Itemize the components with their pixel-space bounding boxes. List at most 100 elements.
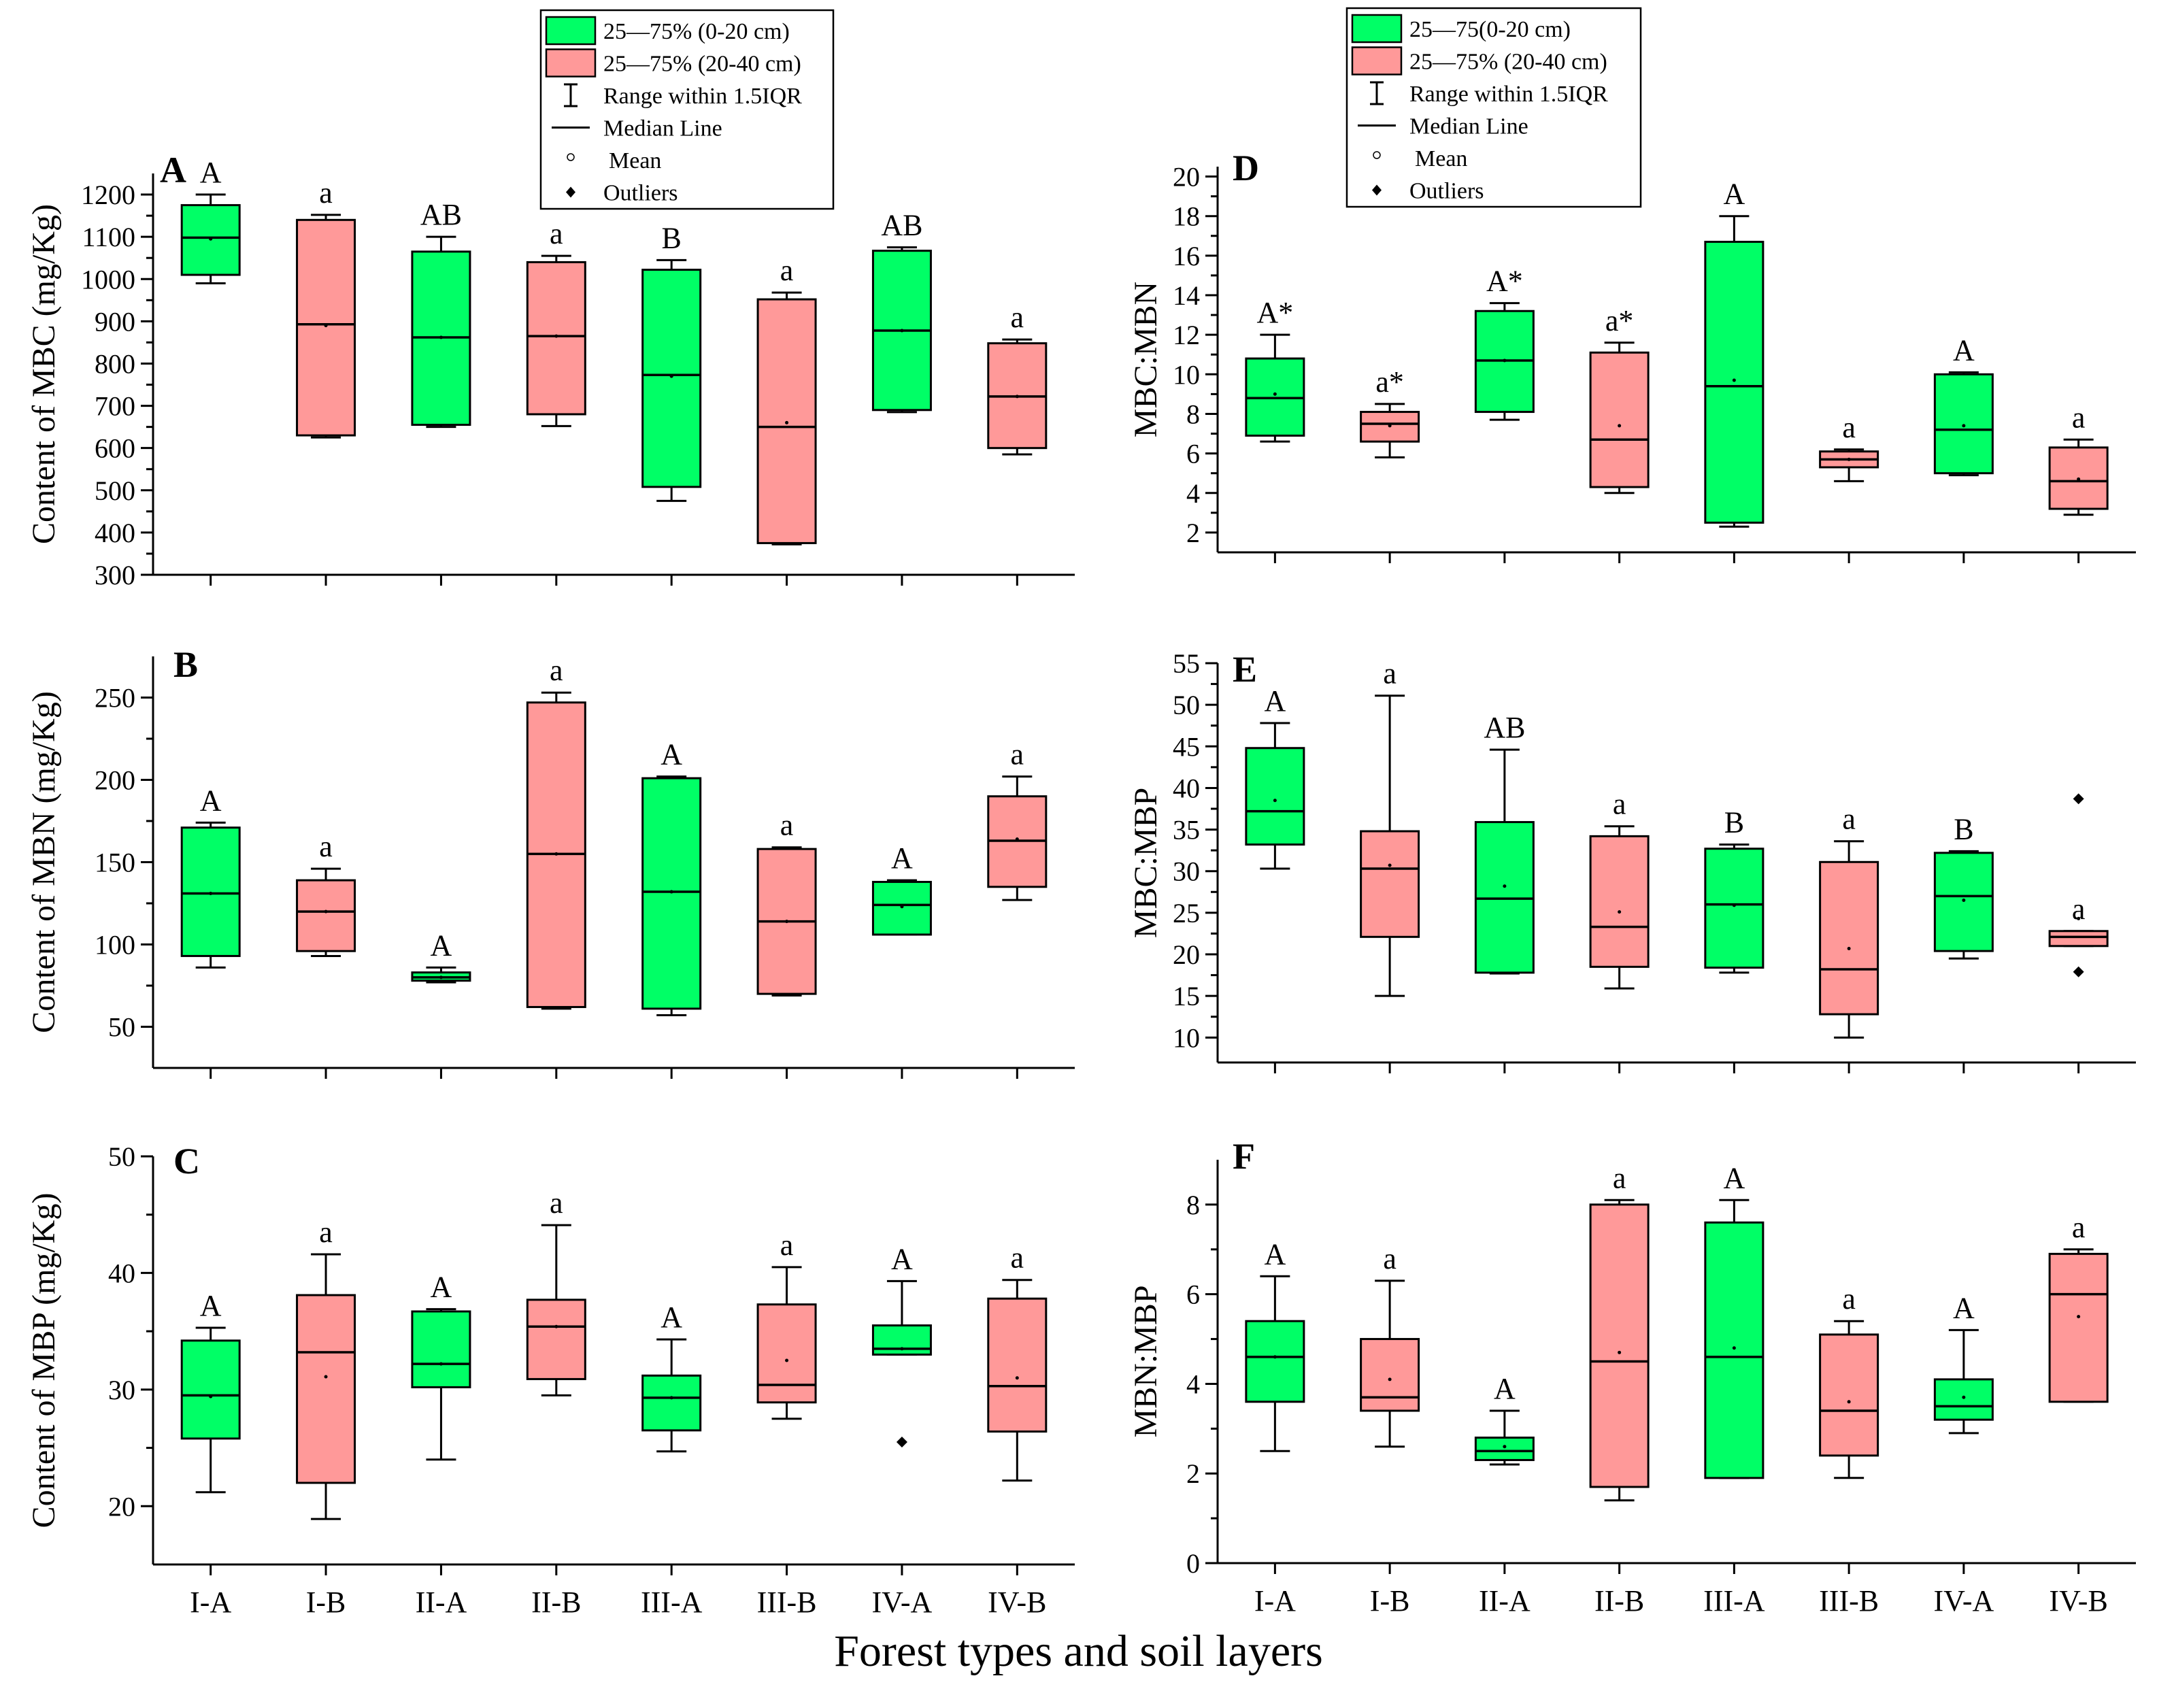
significance-letter: a <box>1011 301 1024 334</box>
significance-letter: AB <box>1484 711 1525 744</box>
iqr-box <box>1704 848 1765 969</box>
box-iv-a: B <box>1933 812 1994 960</box>
significance-letter: a <box>550 217 563 250</box>
box-iii-a: A <box>1704 1161 1765 1479</box>
panel-d: 2 4 6 8 10 12 14 16 18 20 MBC:MBN D A* a* A* a* Aa Aa <box>1128 148 2136 563</box>
x-tick-label: IV-B <box>988 1586 1046 1619</box>
iqr-box <box>1819 860 1879 1016</box>
significance-letter: A <box>431 928 452 962</box>
significance-letter: a <box>1613 788 1626 821</box>
significance-letter: A <box>661 738 682 771</box>
mean-marker <box>1847 1400 1851 1404</box>
iqr-box <box>1704 240 1765 524</box>
iqr-box <box>641 269 702 488</box>
mean-marker <box>785 920 789 924</box>
box-iii-a: A <box>1704 178 1765 528</box>
y-tick-label: 18 <box>1173 201 1200 232</box>
mean-marker <box>1962 424 1966 428</box>
significance-letter: A <box>1953 333 1975 367</box>
significance-letter: AB <box>881 209 922 242</box>
y-tick-label: 900 <box>95 306 135 337</box>
mean-marker <box>2077 916 2081 920</box>
mean-marker <box>324 324 328 328</box>
x-tick-label: I-A <box>1254 1584 1296 1618</box>
legend-label: 25—75(0-20 cm) <box>1409 17 1571 42</box>
mean-marker <box>1618 910 1622 914</box>
x-tick-label: II-A <box>416 1586 467 1619</box>
box-ii-b: a* <box>1589 304 1650 495</box>
y-tick-label: 800 <box>95 348 135 379</box>
significance-letter: a <box>1842 411 1856 444</box>
box-ii-b: a <box>526 217 586 427</box>
iqr-box <box>1245 1320 1305 1403</box>
mean-marker <box>1388 424 1392 428</box>
significance-letter: A <box>200 784 222 817</box>
y-tick-label: 300 <box>95 560 135 590</box>
y-tick-label: 40 <box>108 1258 135 1288</box>
box-iii-a: B <box>1704 806 1765 974</box>
panel-c: 20 30 40 50 Content of MBP (mg/Kg) C I-A I-B II-… <box>26 1141 1075 1619</box>
box-iv-b: a <box>2048 401 2109 516</box>
box-i-a: A <box>180 784 241 969</box>
significance-letter: a <box>2072 401 2086 434</box>
y-axis-label: MBN:MBP <box>1128 1285 1164 1437</box>
x-tick-label: III-B <box>757 1586 817 1619</box>
significance-letter: a <box>319 830 333 863</box>
y-tick-label: 20 <box>1173 162 1200 192</box>
box-i-a: A <box>180 156 241 284</box>
panel-e: 10 15 20 25 30 35 40 45 50 55 MBC:MBP EAa AB a B a Ba <box>1128 648 2136 1073</box>
iqr-box <box>296 879 356 952</box>
x-tick-label: I-B <box>1370 1584 1410 1618</box>
iqr-box <box>296 1294 356 1484</box>
legend-mean-symbol <box>1373 151 1381 159</box>
legend-label: Mean <box>609 148 661 173</box>
mean-marker <box>1388 863 1392 867</box>
mean-marker <box>900 1347 904 1351</box>
box-iii-b: a <box>756 254 817 546</box>
iqr-box <box>2048 1252 2109 1403</box>
mean-marker <box>669 1396 673 1400</box>
mean-marker <box>1015 837 1019 841</box>
box-iv-a: A <box>871 841 932 936</box>
mean-marker <box>439 335 443 339</box>
iqr-box <box>1474 1437 1535 1461</box>
significance-letter: A <box>1494 1372 1516 1405</box>
y-tick-label: 25 <box>1173 898 1200 928</box>
mean-marker <box>439 1362 443 1366</box>
mean-marker <box>1503 358 1507 363</box>
box-iv-b: a <box>2048 793 2109 977</box>
significance-letter: A <box>1953 1291 1975 1324</box>
legend-label: 25—75% (20-40 cm) <box>1409 50 1607 75</box>
box-iv-b: a <box>987 1241 1048 1482</box>
box-i-b: a* <box>1360 365 1420 458</box>
mean-marker <box>1847 457 1851 461</box>
mean-marker <box>785 420 789 424</box>
y-tick-label: 500 <box>95 475 135 506</box>
mean-marker <box>209 891 213 895</box>
box-i-a: A <box>1245 684 1305 870</box>
mean-marker <box>2077 477 2081 481</box>
mean-marker <box>324 1375 328 1379</box>
significance-letter: a <box>1383 657 1397 690</box>
legend-swatch <box>1351 46 1403 76</box>
significance-letter: A <box>1264 684 1286 718</box>
y-tick-label: 1000 <box>81 264 135 295</box>
box-i-b: a <box>296 176 356 439</box>
box-ii-b: a <box>1589 788 1650 990</box>
significance-letter: a* <box>1375 365 1404 399</box>
legend-left: 25—75% (0-20 cm) 25—75% (20-40 cm) Range w… <box>539 9 835 210</box>
box-iv-a: A <box>1933 333 1994 477</box>
iqr-box <box>1589 835 1650 968</box>
y-tick-label: 50 <box>1173 690 1200 720</box>
box-iv-a: A <box>871 1242 932 1447</box>
mean-marker <box>1732 1346 1736 1350</box>
y-tick-label: 8 <box>1186 399 1200 429</box>
legend-label: Median Line <box>603 116 722 141</box>
iqr-box <box>1245 747 1305 846</box>
y-tick-label: 150 <box>95 848 135 878</box>
mean-marker <box>1273 799 1277 803</box>
significance-letter: a <box>2072 892 2086 926</box>
mean-marker <box>1618 424 1622 428</box>
y-tick-label: 15 <box>1173 981 1200 1011</box>
panel-a: 300 400 500 600 700 800 900 1000 1100 1200 Content… <box>26 150 1075 590</box>
